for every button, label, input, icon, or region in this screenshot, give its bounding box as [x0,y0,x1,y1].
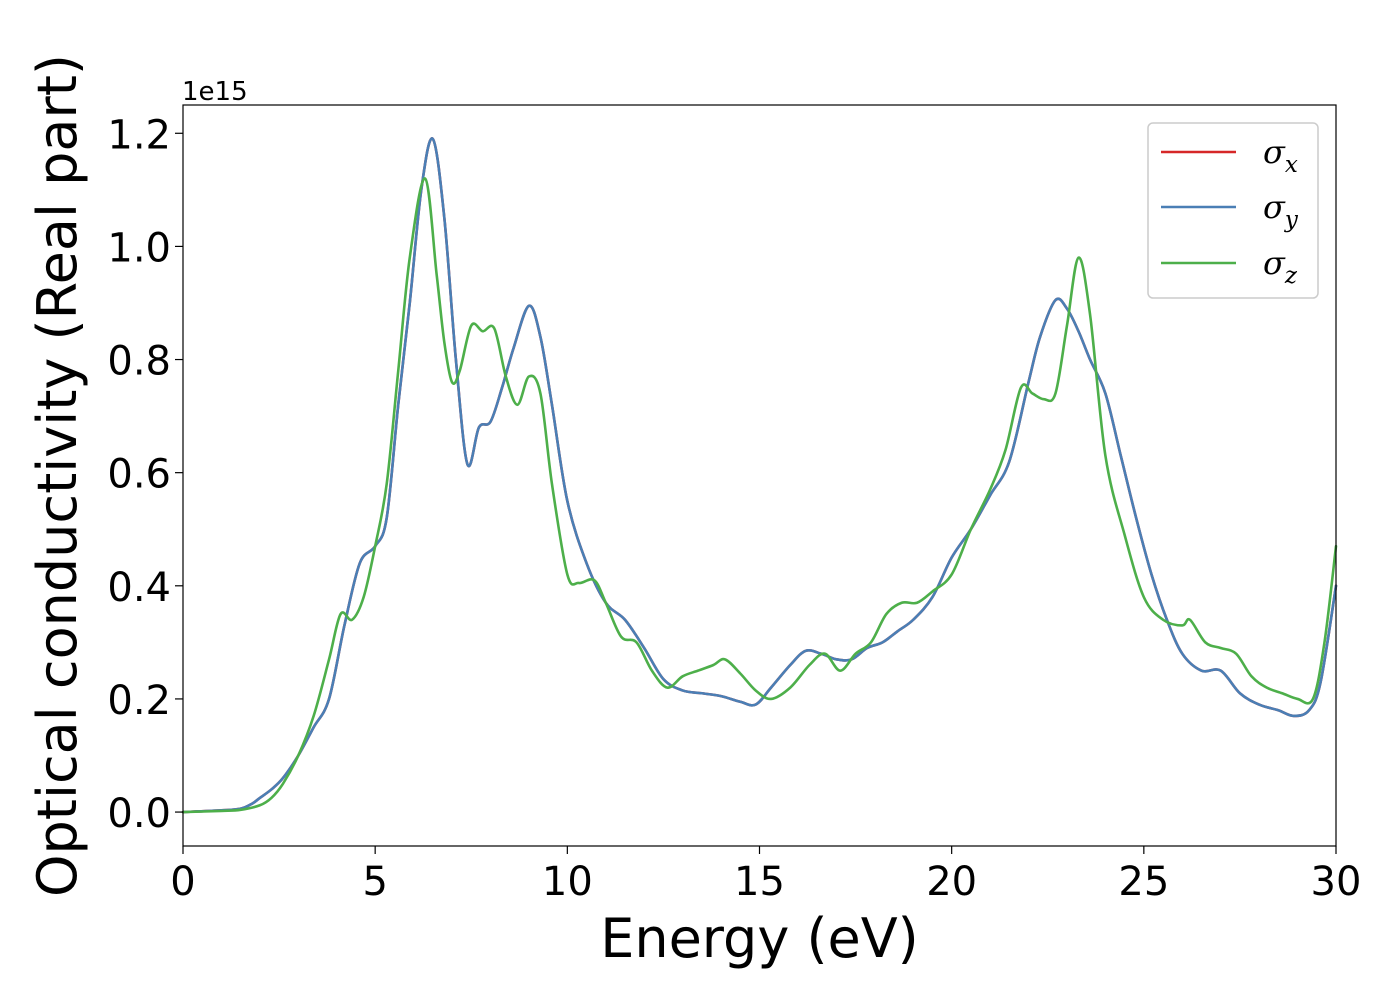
y-tick-label: 0.8 [107,339,171,385]
y-tick-label: 1.0 [107,225,171,271]
series-layer [181,137,1338,814]
y-tick-label: 0.0 [107,791,171,837]
x-axis-title: Energy (eV) [600,907,919,970]
series-line-z [181,177,1338,814]
x-tick-label: 5 [362,859,387,905]
x-tick-label: 10 [542,859,593,905]
legend-symbol: σ [1263,188,1286,226]
y-tick-label: 1.2 [107,112,171,158]
legend-symbol: σ [1263,133,1286,171]
x-tick-label: 15 [734,859,785,905]
x-tick-label: 30 [1311,859,1362,905]
legend-subscript: x [1285,152,1298,178]
y-tick-label: 0.6 [107,452,171,498]
y-axis: 0.0 0.2 0.4 0.6 0.8 1.0 1.2 [107,112,183,837]
x-tick-label: 25 [1118,859,1169,905]
legend-label-z: σz [1263,244,1298,289]
plot-background [183,105,1336,846]
legend-subscript: z [1284,263,1298,289]
legend-box [1147,122,1319,299]
x-tick-label: 20 [926,859,977,905]
y-axis-title: Optical conductivity (Real part) [26,54,89,897]
y-tick-label: 0.4 [107,565,171,611]
legend-symbol: σ [1263,244,1286,282]
legend-label-y: σy [1263,188,1299,233]
y-tick-label: 0.2 [107,678,171,724]
series-line-y [181,137,1338,814]
x-tick-label: 0 [170,859,195,905]
y-offset-label: 1e15 [182,77,248,107]
x-axis: 0 5 10 15 20 25 30 [170,846,1361,905]
legend-label-x: σx [1263,133,1298,178]
legend-subscript: y [1284,207,1299,233]
